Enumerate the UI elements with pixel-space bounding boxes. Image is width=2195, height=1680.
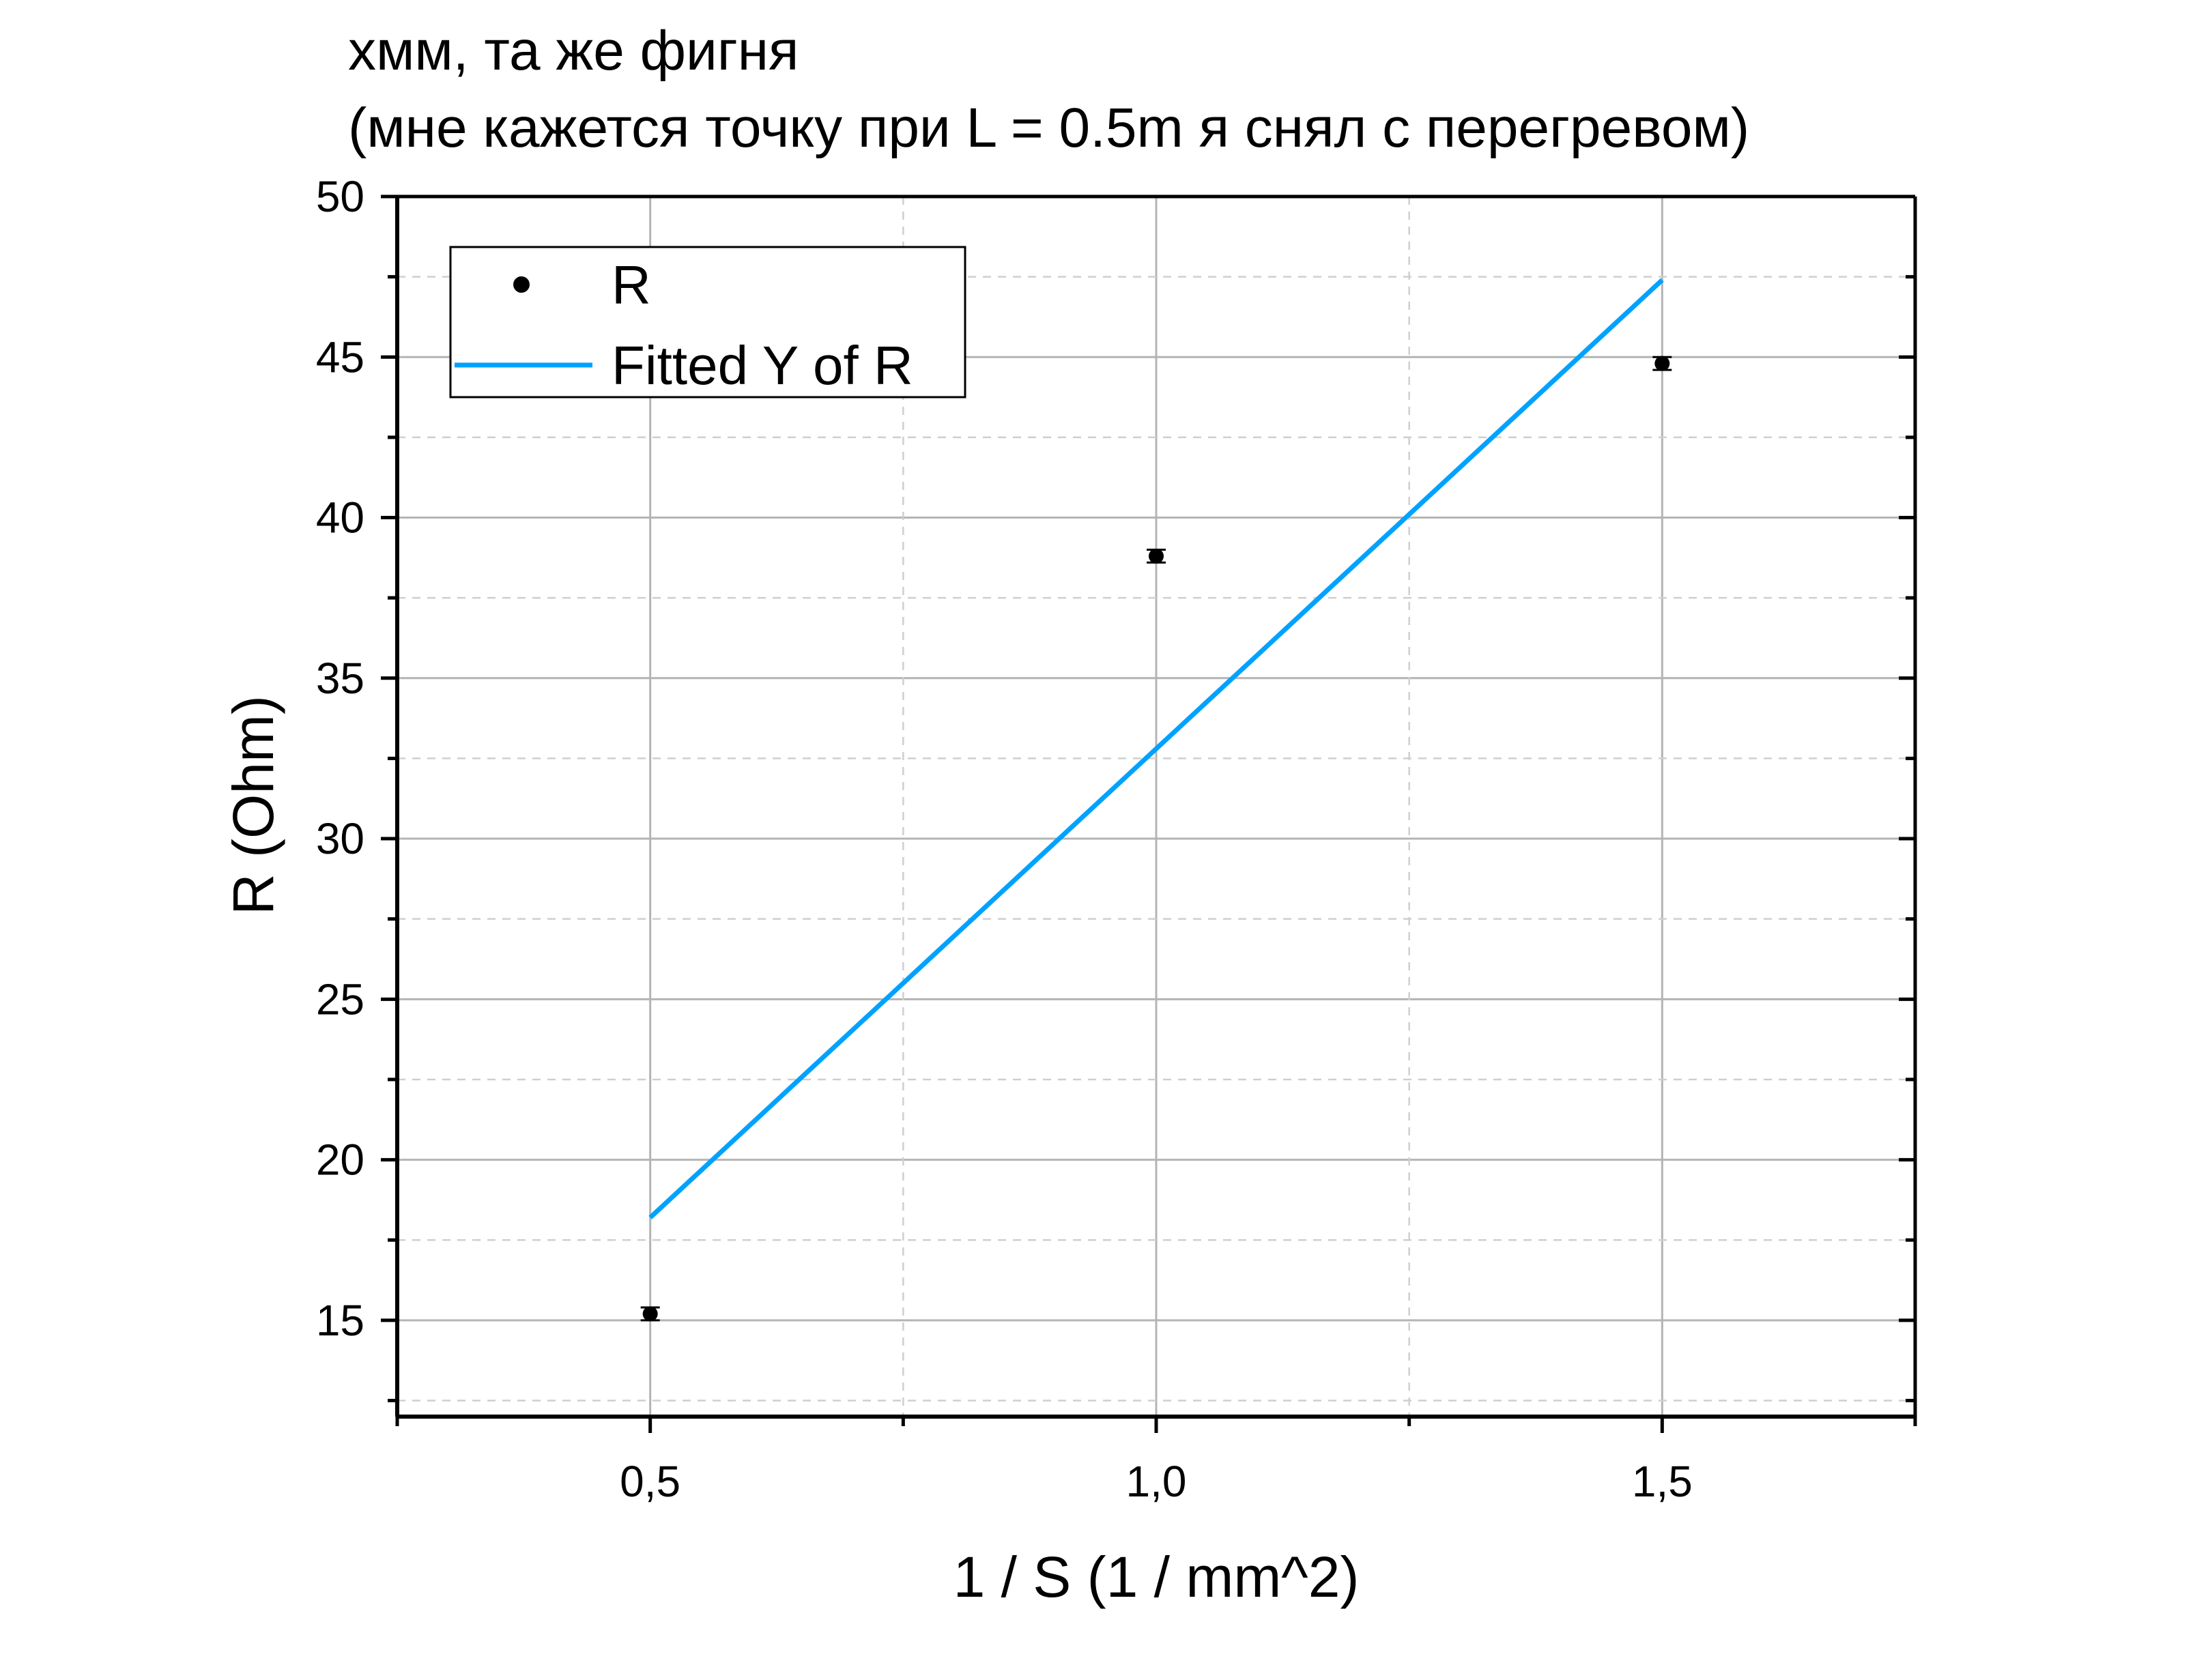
fit-line: [648, 278, 1664, 1219]
y-tick-label: 50: [316, 172, 364, 221]
x-tick-label: 1,5: [1632, 1457, 1693, 1506]
y-axis-label: R (Ohm): [221, 695, 285, 915]
data-point: [1654, 356, 1670, 371]
y-tick-label: 20: [316, 1135, 364, 1185]
legend-label: Fitted Y of R: [612, 335, 913, 396]
plot-series: [640, 278, 1672, 1322]
legend-box: [449, 246, 966, 399]
x-tick-label: 1,0: [1126, 1457, 1187, 1506]
y-tick-label: 15: [316, 1296, 364, 1345]
legend: R Fitted Y of R: [449, 246, 966, 399]
y-tick-label: 30: [316, 814, 364, 863]
y-tick-label: 45: [316, 332, 364, 381]
x-axis-label: 1 / S (1 / mm^2): [953, 1545, 1360, 1609]
legend-label: R: [612, 255, 651, 315]
x-tick-label: 0,5: [620, 1457, 680, 1506]
data-point-group: [1147, 548, 1166, 564]
chart-title-line-1: хмм, та же фигня: [348, 20, 799, 82]
chart-title: хмм, та же фигня (мне кажется точку при …: [348, 20, 1749, 159]
data-point-group: [640, 1306, 660, 1322]
y-tick-label: 25: [316, 974, 364, 1024]
data-point: [642, 1306, 658, 1322]
y-tick-label: 40: [316, 493, 364, 542]
legend-marker-R: [513, 276, 530, 293]
data-point-group: [1652, 356, 1672, 371]
axes: 0,5 1,0 1,5 15 20 25 30 35 40 45 50: [316, 172, 1917, 1506]
y-tick-label: 35: [316, 654, 364, 703]
data-point: [1149, 548, 1164, 564]
chart-title-line-2: (мне кажется точку при L = 0.5m я снял с…: [348, 97, 1749, 159]
